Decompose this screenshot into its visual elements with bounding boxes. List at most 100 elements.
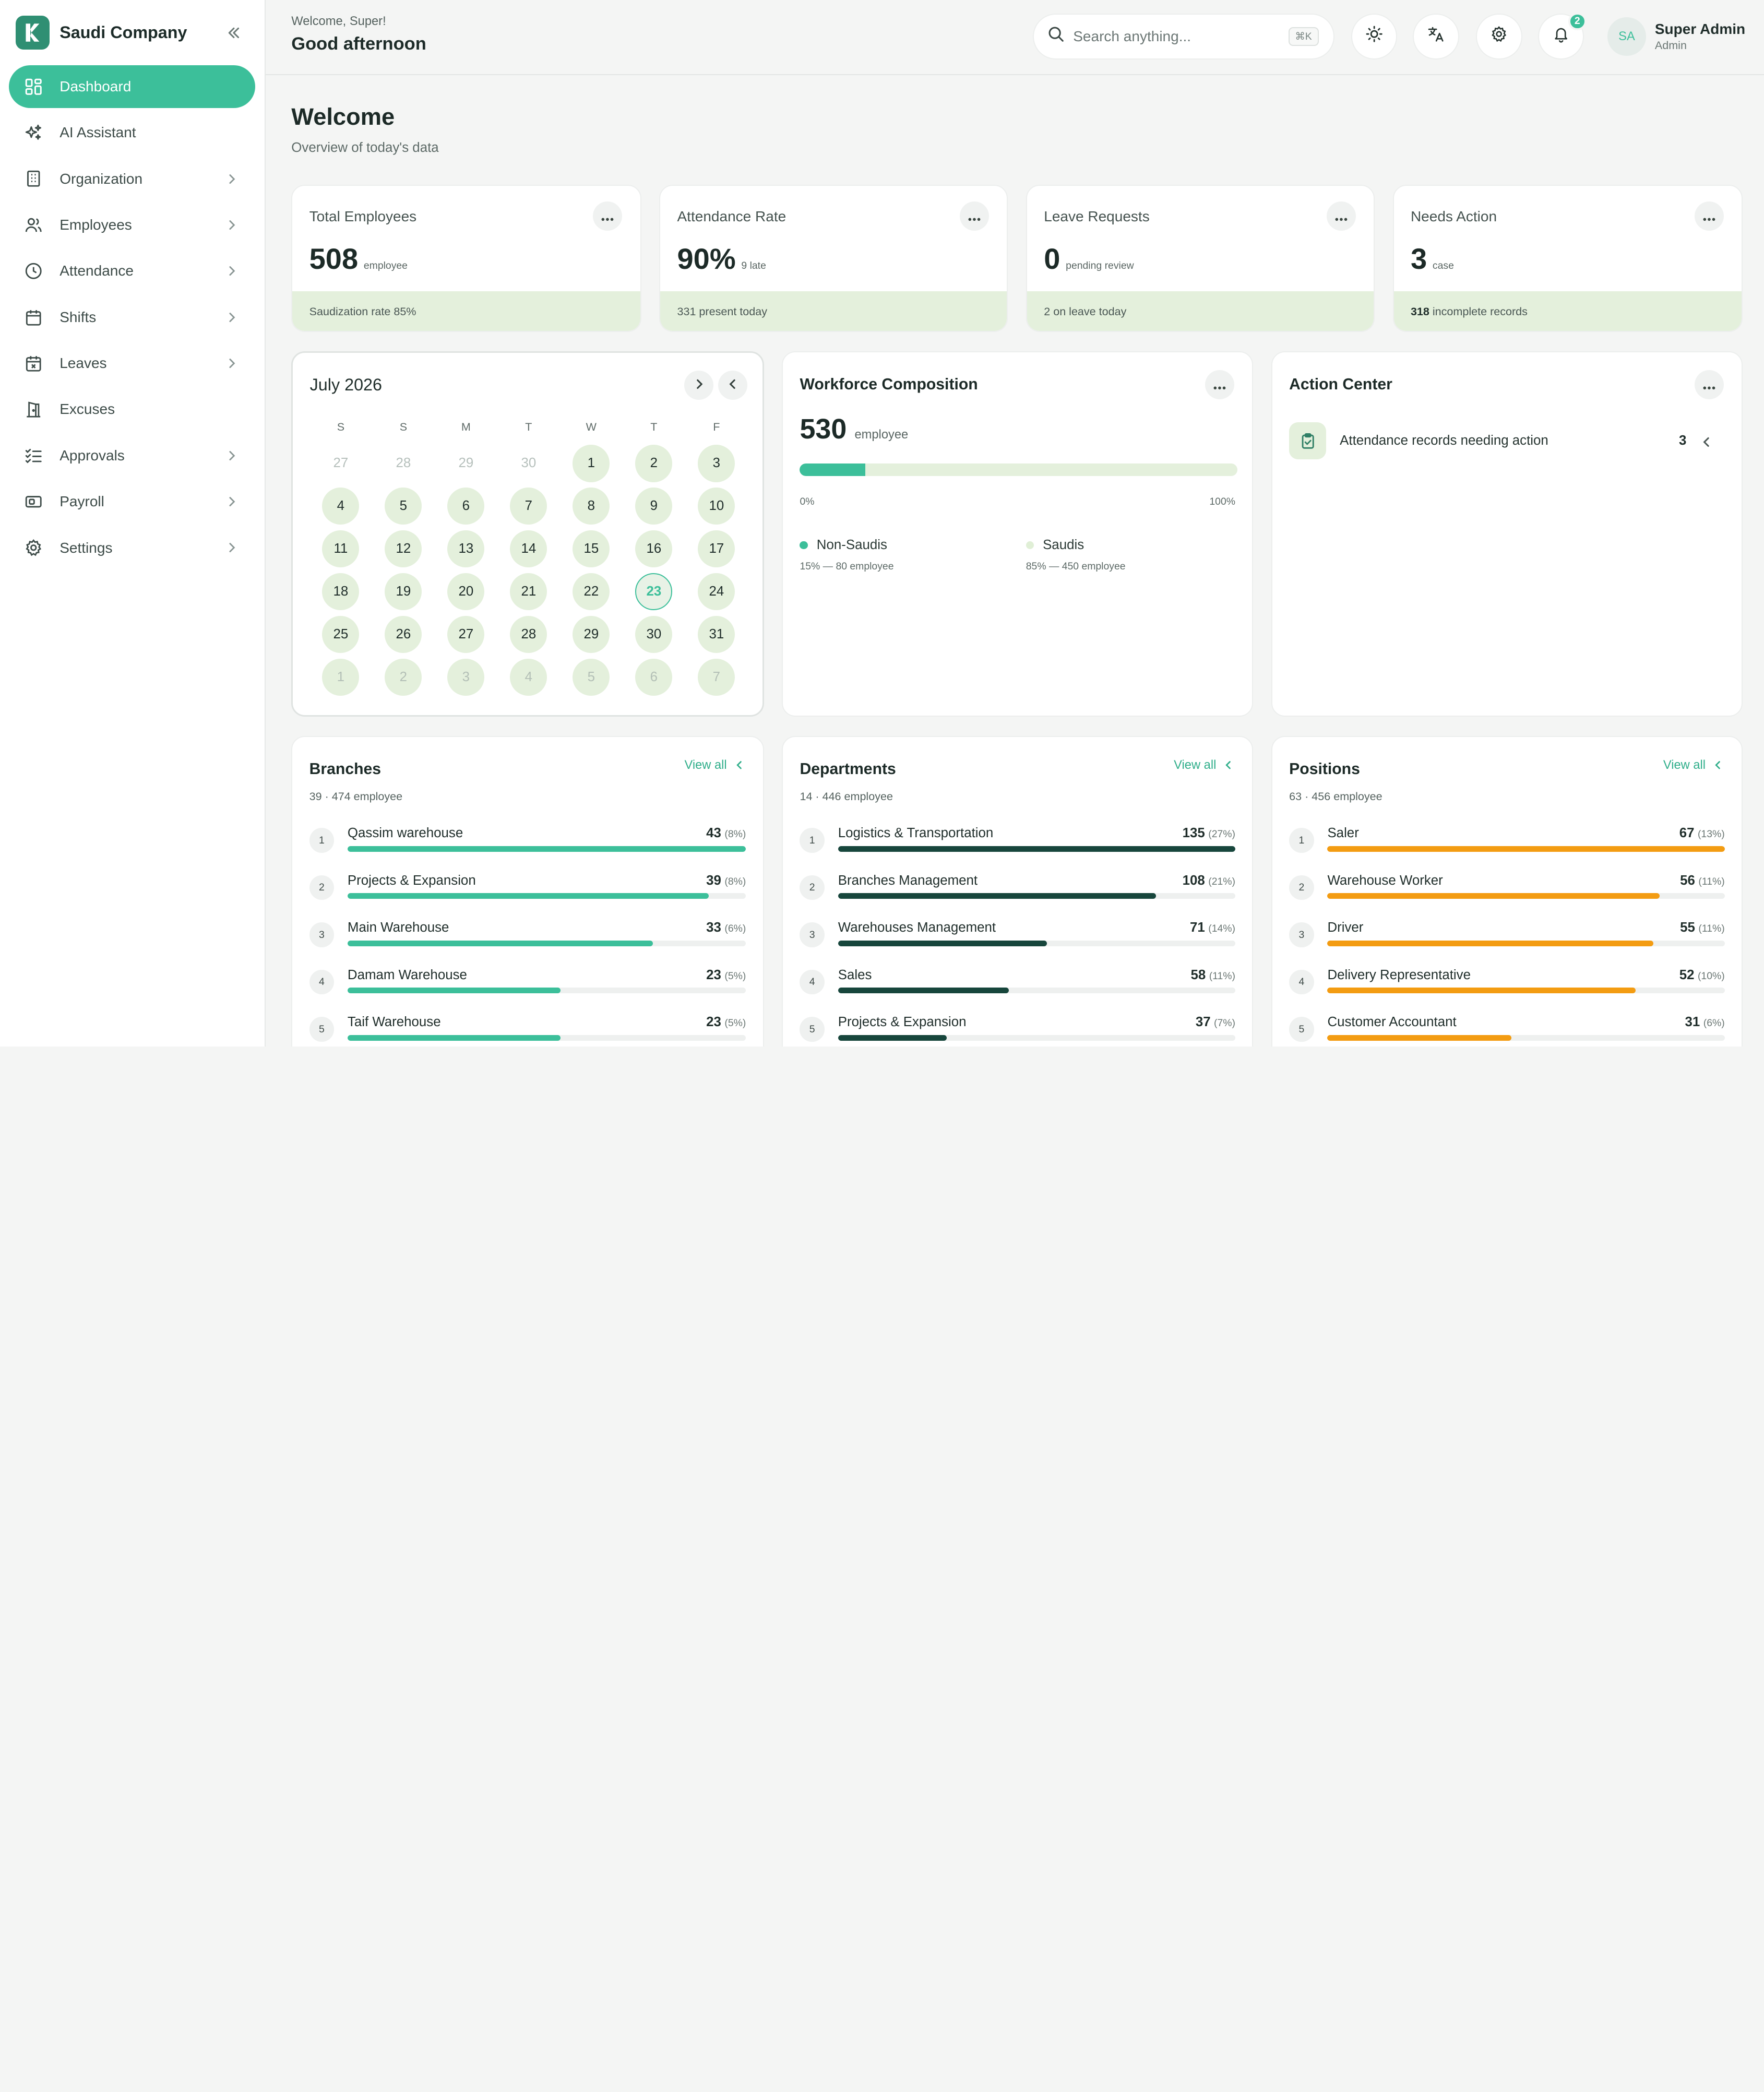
more-options-button[interactable] [593, 201, 623, 231]
sidebar-item-dashboard[interactable]: Dashboard [9, 65, 256, 108]
calendar-day[interactable]: 13 [447, 530, 485, 568]
calendar-day[interactable]: 7 [698, 658, 735, 696]
sidebar-item-label: Leaves [59, 355, 107, 372]
settings-button[interactable] [1476, 13, 1522, 60]
weekday-label: M [461, 420, 471, 433]
stat-unit: pending review [1066, 260, 1134, 272]
calendar-day[interactable]: 8 [573, 488, 610, 525]
stat-value: 0 [1044, 242, 1060, 276]
sidebar-item-attendance[interactable]: Attendance [9, 249, 255, 292]
sidebar-item-label: Dashboard [59, 78, 132, 94]
calendar-day[interactable]: 5 [573, 658, 610, 696]
calendar-day[interactable]: 20 [447, 573, 485, 611]
calendar-day[interactable]: 25 [322, 615, 360, 653]
view-all-link[interactable]: View all [1663, 758, 1724, 772]
list-item[interactable]: 1 Saler 67 (13%) [1289, 824, 1725, 871]
list-item[interactable]: 4 Delivery Representative 52 (10%) [1289, 965, 1725, 1013]
calendar-day[interactable]: 19 [385, 573, 422, 611]
calendar-day[interactable]: 16 [635, 530, 673, 568]
calendar-day[interactable]: 14 [510, 530, 547, 568]
calendar-day[interactable]: 4 [322, 488, 360, 525]
ranked-list: 1 Logistics & Transportation 135 (27%) 2 Bran… [800, 824, 1235, 1047]
list-item[interactable]: 5 Projects & Expansion 37 (7%) [800, 1013, 1235, 1047]
more-options-button[interactable] [1694, 201, 1724, 231]
calendar-day[interactable]: 12 [385, 530, 422, 568]
notifications-button[interactable]: 2 [1537, 12, 1587, 60]
language-button[interactable] [1413, 13, 1459, 60]
calendar-day[interactable]: 29 [573, 615, 610, 653]
more-options-button[interactable] [1205, 370, 1234, 400]
calendar-day-today[interactable]: 23 [635, 573, 673, 611]
calendar-day[interactable]: 27 [447, 615, 485, 653]
sidebar-item-organization[interactable]: Organization [9, 158, 255, 200]
more-options-button[interactable] [1694, 370, 1724, 400]
sidebar-item-ai-assistant[interactable]: AI Assistant [9, 111, 255, 154]
more-options-button[interactable] [1326, 201, 1356, 231]
brand[interactable]: Saudi Company [0, 0, 265, 65]
calendar-week-row: 27 28 29 30 1 2 3 [321, 445, 736, 482]
sidebar-item-payroll[interactable]: Payroll [9, 480, 255, 523]
calendar-day[interactable]: 31 [698, 615, 735, 653]
calendar-day[interactable]: 18 [322, 573, 360, 611]
calendar-day[interactable]: 6 [635, 658, 673, 696]
calendar-day[interactable]: 11 [322, 530, 360, 568]
list-item[interactable]: 4 Damam Warehouse 23 (5%) [309, 965, 746, 1013]
view-all-link[interactable]: View all [684, 758, 745, 772]
list-item[interactable]: 2 Projects & Expansion 39 (8%) [309, 871, 746, 918]
calendar-day[interactable]: 10 [698, 488, 735, 525]
calendar-day[interactable]: 1 [573, 445, 610, 482]
calendar-day[interactable]: 2 [385, 658, 422, 696]
calendar-day[interactable]: 3 [447, 658, 485, 696]
calendar-day[interactable]: 6 [447, 488, 485, 525]
calendar-prev-button[interactable] [718, 371, 748, 400]
calendar-day[interactable]: 5 [385, 488, 422, 525]
theme-toggle-button[interactable] [1351, 13, 1398, 60]
list-item[interactable]: 1 Logistics & Transportation 135 (27%) [800, 824, 1235, 871]
list-item[interactable]: 2 Branches Management 108 (21%) [800, 871, 1235, 918]
list-item[interactable]: 1 Qassim warehouse 43 (8%) [309, 824, 746, 871]
user-menu[interactable]: SA Super Admin Admin [1607, 16, 1745, 57]
calendar-day[interactable]: 15 [573, 530, 610, 568]
calendar-day[interactable]: 9 [635, 488, 673, 525]
list-item[interactable]: 3 Driver 55 (11%) [1289, 918, 1725, 966]
calendar-day[interactable]: 30 [521, 456, 537, 471]
calendar-day[interactable]: 26 [385, 615, 422, 653]
calendar-day[interactable]: 21 [510, 573, 547, 611]
more-options-button[interactable] [959, 201, 989, 231]
list-item[interactable]: 5 Taif Warehouse 23 (5%) [309, 1013, 746, 1047]
sidebar-item-settings[interactable]: Settings [9, 527, 255, 569]
search-box[interactable]: ⌘K [1032, 13, 1334, 60]
clipboard-check-icon [1289, 422, 1327, 460]
sidebar-item-approvals[interactable]: Approvals [9, 434, 255, 477]
search-input[interactable] [1073, 28, 1276, 45]
list-item[interactable]: 5 Customer Accountant 31 (6%) [1289, 1013, 1725, 1047]
list-item[interactable]: 2 Warehouse Worker 56 (11%) [1289, 871, 1725, 918]
calendar-day[interactable]: 22 [573, 573, 610, 611]
calendar-day[interactable]: 27 [333, 456, 349, 471]
calendar-day[interactable]: 2 [635, 445, 673, 482]
chevron-right-icon [224, 540, 240, 555]
legend-label: Saudis [1043, 538, 1084, 553]
list-item[interactable]: 3 Warehouses Management 71 (14%) [800, 918, 1235, 966]
calendar-day[interactable]: 24 [698, 573, 735, 611]
list-item[interactable]: 4 Sales 58 (11%) [800, 965, 1235, 1013]
calendar-day[interactable]: 29 [458, 456, 474, 471]
view-all-link[interactable]: View all [1174, 758, 1234, 772]
calendar-day[interactable]: 3 [698, 445, 735, 482]
sidebar-item-employees[interactable]: Employees [9, 204, 255, 246]
sidebar-item-leaves[interactable]: Leaves [9, 342, 255, 385]
calendar-day[interactable]: 7 [510, 488, 547, 525]
calendar-day[interactable]: 30 [635, 615, 673, 653]
sidebar-item-shifts[interactable]: Shifts [9, 296, 255, 339]
item-name: Delivery Representative [1327, 967, 1471, 982]
calendar-day[interactable]: 4 [510, 658, 547, 696]
action-item-attendance[interactable]: Attendance records needing action 3 [1289, 422, 1725, 460]
list-item[interactable]: 3 Main Warehouse 33 (6%) [309, 918, 746, 966]
calendar-day[interactable]: 1 [322, 658, 360, 696]
calendar-day[interactable]: 28 [396, 456, 411, 471]
collapse-sidebar-icon[interactable] [223, 21, 245, 44]
calendar-next-button[interactable] [684, 371, 714, 400]
calendar-day[interactable]: 28 [510, 615, 547, 653]
sidebar-item-excuses[interactable]: Excuses [9, 388, 255, 431]
calendar-day[interactable]: 17 [698, 530, 735, 568]
